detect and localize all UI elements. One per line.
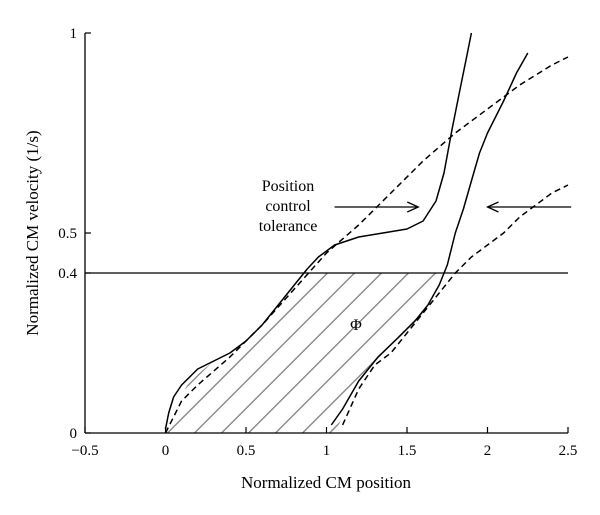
x-tick-label: 0 [162, 443, 170, 459]
x-tick-label: 1.5 [398, 443, 417, 459]
hatch-line [492, 273, 600, 433]
hatch-line [465, 273, 600, 433]
annotation: Position control tolerance [259, 178, 572, 235]
dashed-curve-4 [341, 184, 569, 426]
hatch-line [546, 273, 600, 433]
hatch-line [165, 273, 274, 433]
hatch-line [329, 273, 443, 433]
x-tick-label: −0.5 [71, 443, 98, 459]
hatch-line [437, 273, 443, 433]
hatch-line [383, 273, 443, 433]
annotation-line-1: Position [262, 178, 314, 195]
arrow-right-head [485, 201, 499, 213]
y-tick-label: 1 [70, 26, 78, 42]
annotation-arrows [334, 201, 572, 213]
x-axis-title: Normalized CM position [241, 473, 411, 492]
hatch-line [194, 273, 355, 433]
hatch-line [165, 273, 193, 433]
x-tick-label: 2.5 [559, 443, 578, 459]
x-tick-label: 2 [484, 443, 492, 459]
y-tick-label: 0 [70, 426, 78, 442]
hatch-line [221, 273, 382, 433]
arrow-left-head [407, 201, 420, 213]
hatch-line [165, 273, 301, 433]
annotation-line-3: tolerance [259, 218, 318, 235]
hatch-line [167, 273, 328, 433]
dashed-curve-3 [164, 56, 569, 434]
hatch-line [275, 273, 436, 433]
region-phi-hatch [165, 273, 600, 433]
hatch-line [165, 273, 220, 433]
y-tick-label: 0.5 [58, 226, 77, 242]
y-ticks: 0 0.4 0.5 1 [58, 26, 91, 442]
solid-curve-1 [164, 32, 473, 430]
solid-curve-2 [330, 52, 529, 426]
series-group [164, 32, 569, 434]
hatch-line [165, 273, 247, 433]
annotation-line-2: control [265, 198, 311, 215]
hatch-line [248, 273, 409, 433]
x-ticks: −0.5 0 0.5 1 1.5 2 2.5 [71, 427, 577, 459]
x-tick-label: 1 [323, 443, 331, 459]
region-label: Φ [350, 317, 362, 334]
hatch-line [410, 273, 443, 433]
hatch-line [519, 273, 600, 433]
y-tick-label: 0.4 [58, 266, 77, 282]
y-axis-title: Normalized CM velocity (1/s) [23, 130, 42, 335]
x-tick-label: 0.5 [237, 443, 256, 459]
